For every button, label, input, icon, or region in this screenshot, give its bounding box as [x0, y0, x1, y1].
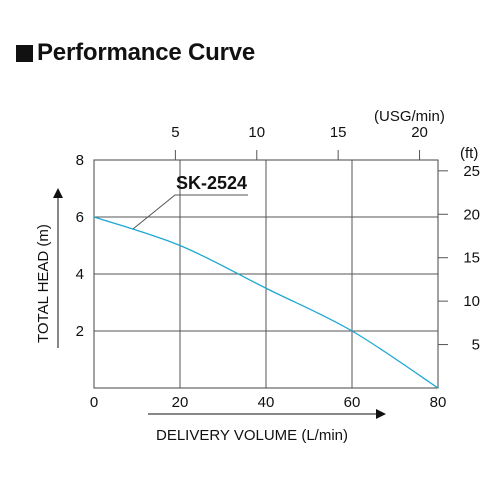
secondary-x-tick-label: 10 — [248, 124, 265, 141]
title-text: Performance Curve — [37, 39, 256, 66]
axis-ticks: 0 20 40 60 80 2 4 6 8 5 10 15 20 5 10 15 20 25 — [76, 124, 480, 411]
x-axis-title: DELIVERY VOLUME (L/min) — [156, 427, 348, 444]
secondary-y-tick-label: 5 — [472, 337, 480, 354]
plot-frame — [93, 159, 439, 389]
series-label-sk-2524: SK-2524 — [176, 173, 247, 193]
y-axis-arrow — [53, 188, 63, 348]
y-tick-label: 8 — [76, 152, 84, 169]
y-tick-label: 2 — [76, 323, 84, 340]
x-tick-label: 60 — [344, 394, 361, 411]
x-axis-arrow — [148, 409, 386, 419]
x-tick-label: 20 — [172, 394, 189, 411]
secondary-y-tick-label: 20 — [463, 206, 480, 223]
secondary-x-tick-label: 5 — [171, 124, 179, 141]
secondary-y-tick-label: 10 — [463, 293, 480, 310]
secondary-y-tick-label: 15 — [463, 250, 480, 267]
title-square-icon — [16, 44, 33, 62]
secondary-x-tick-label: 20 — [411, 124, 428, 141]
secondary-x-unit-label: (USG/min) — [374, 108, 445, 125]
secondary-y-tick-label: 25 — [463, 163, 480, 180]
x-tick-label: 80 — [430, 394, 447, 411]
series-label-leader — [132, 194, 248, 230]
secondary-y-unit-label: (ft) — [460, 145, 478, 162]
x-tick-label: 0 — [90, 394, 98, 411]
series-line-sk-2524 — [93, 216, 439, 389]
y-axis-title: TOTAL HEAD (m) — [35, 224, 52, 343]
page-title: Performance Curve — [16, 38, 255, 68]
x-tick-label: 40 — [258, 394, 275, 411]
y-tick-label: 6 — [76, 209, 84, 226]
grid-lines — [94, 160, 438, 388]
y-tick-label: 4 — [76, 266, 84, 283]
secondary-x-tick-label: 15 — [330, 124, 347, 141]
